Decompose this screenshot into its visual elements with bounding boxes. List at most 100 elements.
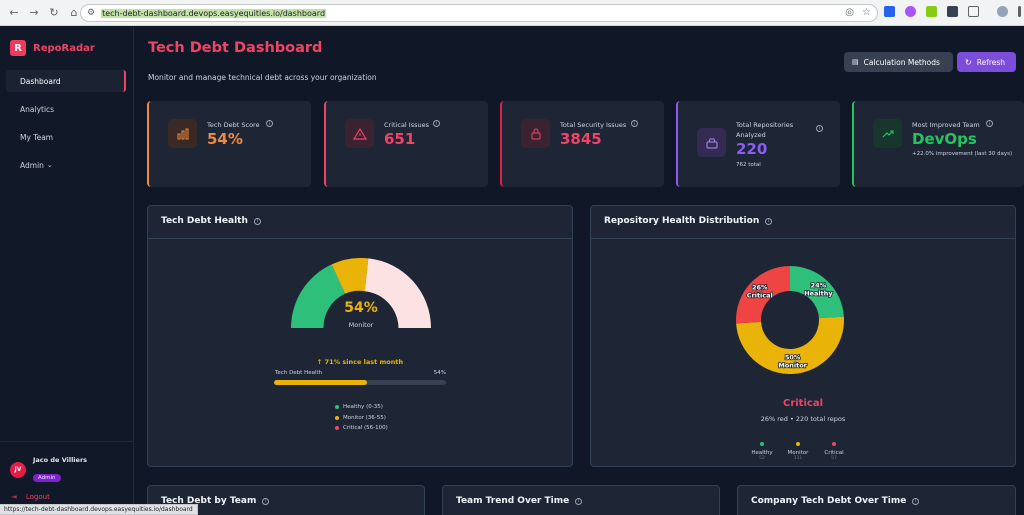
button-label: Calculation Methods xyxy=(863,57,940,67)
calculation-methods-button[interactable]: ▤ Calculation Methods xyxy=(844,52,953,72)
logout-label: Logout xyxy=(25,493,50,501)
donut-label-healthy: 24% xyxy=(811,282,827,290)
forward-icon[interactable]: → xyxy=(29,6,39,19)
document-icon: ▤ xyxy=(852,58,859,66)
extension-icon[interactable] xyxy=(926,6,937,17)
logout-icon: ⇥ xyxy=(11,493,17,501)
menu-kebab-icon[interactable] xyxy=(1018,6,1021,17)
site-info-icon[interactable]: ⚙ xyxy=(87,8,96,18)
card-label: Most Improved Team xyxy=(912,121,980,129)
info-icon[interactable]: i xyxy=(262,497,270,505)
card-subtext: 762 total xyxy=(736,162,761,168)
gauge-monitor-segment xyxy=(331,258,369,294)
panel-title-text: Company Tech Debt Over Time xyxy=(751,496,907,506)
distribution-legend: Healthy 52 Monitor 111 Critical 57 xyxy=(751,431,845,461)
sidebar-item-label: Dashboard xyxy=(20,76,61,86)
sidebar-item-label: My Team xyxy=(20,132,54,142)
legend-item-monitor: Monitor (36-55) xyxy=(335,413,388,424)
gauge-chart xyxy=(290,258,431,328)
sidebar-item-label: Analytics xyxy=(20,104,55,114)
donut-label-critical: 26% xyxy=(752,284,768,292)
panel-title: Company Tech Debt Over Time i xyxy=(751,496,920,506)
sidebar-item-my-team[interactable]: My Team xyxy=(6,126,126,148)
extension-icon[interactable] xyxy=(884,6,895,17)
info-icon[interactable]: i xyxy=(266,120,273,127)
card-value: 54% xyxy=(207,130,243,148)
gauge-legend: Healthy (0-35) Monitor (36-55) Critical … xyxy=(335,402,388,434)
donut-slice-healthy[interactable] xyxy=(790,266,844,319)
info-icon[interactable]: i xyxy=(986,120,993,127)
profile-avatar-icon[interactable] xyxy=(997,6,1008,17)
brand[interactable]: R RepoRadar xyxy=(10,40,95,56)
user-profile[interactable]: JV Jaco de Villiers Admin xyxy=(10,456,87,483)
chevron-down-icon: ⌄ xyxy=(46,161,53,169)
info-icon[interactable]: i xyxy=(765,217,773,225)
eye-off-icon[interactable]: ◎ xyxy=(845,7,855,18)
panel-title: Tech Debt by Team i xyxy=(161,496,270,506)
donut-label-monitor: Monitor xyxy=(778,361,807,369)
card-tech-debt-score: Tech Debt Score i 54% xyxy=(147,101,311,187)
repository-health-distribution-panel: Repository Health Distribution i 24% Heal… xyxy=(590,205,1016,467)
sidebar-item-dashboard[interactable]: Dashboard xyxy=(6,70,126,92)
extensions-puzzle-icon[interactable] xyxy=(968,6,979,17)
sidebar-item-admin[interactable]: Admin ⌄ xyxy=(6,154,126,176)
browser-toolbar: ← → ↻ ⌂ ⚙ tech-debt-dashboard.devops.eas… xyxy=(0,0,1024,26)
donut-slice-critical[interactable] xyxy=(736,266,790,324)
info-icon[interactable]: i xyxy=(912,497,920,505)
legend-label: Healthy xyxy=(751,450,773,456)
lock-icon xyxy=(521,119,550,148)
divider xyxy=(591,238,1015,239)
legend-dot xyxy=(832,442,836,446)
panel-title-text: Tech Debt by Team xyxy=(161,496,257,506)
panel-title-text: Repository Health Distribution xyxy=(604,216,760,226)
repository-icon xyxy=(697,128,726,157)
back-icon[interactable]: ← xyxy=(9,6,19,19)
main-content: Tech Debt Dashboard Monitor and manage t… xyxy=(135,27,1024,515)
sidebar: R RepoRadar Dashboard Analytics My Team … xyxy=(0,27,134,515)
refresh-button[interactable]: ↻ Refresh xyxy=(957,52,1016,72)
card-value: 220 xyxy=(736,140,768,158)
extension-icon[interactable] xyxy=(947,6,958,17)
legend-dot xyxy=(796,442,800,446)
trend-up-icon xyxy=(873,119,902,148)
info-icon[interactable]: i xyxy=(816,125,823,132)
sidebar-item-label: Admin xyxy=(20,160,44,170)
home-icon[interactable]: ⌂ xyxy=(70,6,78,19)
card-value: 651 xyxy=(384,130,416,148)
card-total-security-issues: Total Security Issues i 3845 xyxy=(500,101,664,187)
info-icon[interactable]: i xyxy=(253,217,261,225)
info-icon[interactable]: i xyxy=(433,120,440,127)
info-icon[interactable]: i xyxy=(575,497,583,505)
logout-button[interactable]: ⇥ Logout xyxy=(11,493,50,501)
refresh-icon: ↻ xyxy=(965,57,972,67)
distribution-status: Critical xyxy=(782,398,823,409)
donut-slice-monitor[interactable] xyxy=(736,316,844,374)
divider xyxy=(148,238,572,239)
address-url[interactable]: tech-debt-dashboard.devops.easyequities.… xyxy=(101,8,327,18)
team-trend-over-time-panel: Team Trend Over Time i xyxy=(442,485,720,515)
legend-count: 57 xyxy=(831,456,837,461)
gauge-critical-segment xyxy=(364,258,431,328)
button-label: Refresh xyxy=(976,57,1006,67)
progress-value: 54% xyxy=(433,370,446,376)
reload-icon[interactable]: ↻ xyxy=(49,6,59,19)
card-label: Total Security Issues xyxy=(560,121,627,129)
sidebar-item-analytics[interactable]: Analytics xyxy=(6,98,126,120)
extension-icon[interactable] xyxy=(905,6,916,17)
info-icon[interactable]: i xyxy=(631,120,638,127)
trend-since-last-month: ↑ 71% since last month xyxy=(316,358,404,366)
donut-label-monitor: 50% xyxy=(785,353,801,361)
legend-item-healthy: Healthy (0-35) xyxy=(335,402,388,413)
bookmark-star-icon[interactable]: ☆ xyxy=(862,7,871,18)
panel-title-text: Tech Debt Health xyxy=(161,216,248,226)
brand-logo-icon: R xyxy=(10,40,26,56)
brand-name: RepoRadar xyxy=(33,42,95,54)
legend-dot xyxy=(335,426,339,431)
legend-count: 111 xyxy=(793,456,803,461)
legend-label: Monitor xyxy=(787,450,809,456)
address-bar[interactable]: ⚙ tech-debt-dashboard.devops.easyequitie… xyxy=(80,4,878,22)
legend-dot xyxy=(760,442,764,446)
panel-title: Tech Debt Health i xyxy=(161,216,261,226)
card-critical-issues: Critical Issues i 651 xyxy=(324,101,488,187)
divider xyxy=(0,441,133,442)
